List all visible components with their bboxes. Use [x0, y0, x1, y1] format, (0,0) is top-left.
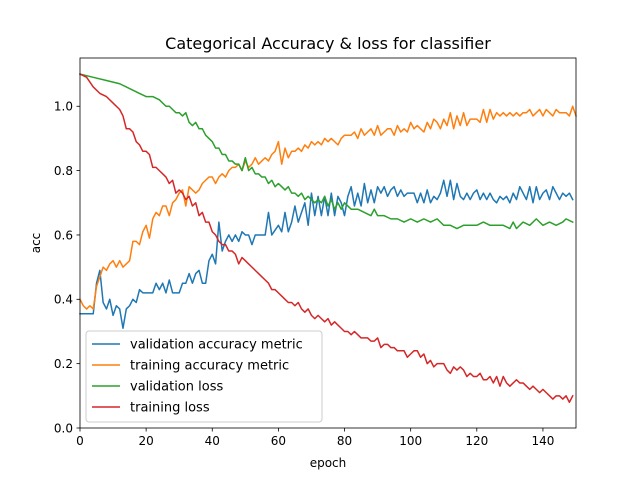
y-tick-label: 0.6 — [54, 228, 73, 242]
x-axis: 0 20 40 60 80 100 120 140 — [76, 428, 554, 448]
x-tick-label: 100 — [399, 434, 422, 448]
legend-label-1: validation accuracy metric — [130, 338, 303, 353]
x-tick-label: 80 — [337, 434, 352, 448]
y-axis-label: acc — [29, 233, 43, 254]
legend: validation accuracy metric training accur… — [85, 330, 323, 423]
legend-label-2: training accuracy metric — [130, 359, 289, 374]
plot-frame — [79, 57, 577, 429]
legend-label-4: training loss — [130, 401, 210, 416]
x-tick-label: 20 — [138, 434, 153, 448]
series-line-3 — [79, 73, 574, 230]
legend-label-3: validation loss — [130, 380, 223, 395]
x-tick-label: 60 — [271, 434, 286, 448]
y-tick-label: 0.4 — [54, 293, 73, 307]
y-tick-label: 0.2 — [54, 357, 73, 371]
y-tick-label: 1.0 — [54, 100, 73, 114]
y-tick-label: 0.8 — [54, 164, 73, 178]
y-tick-label: 0.0 — [54, 421, 73, 435]
x-axis-label: epoch — [310, 456, 347, 470]
chart-title: Categorical Accuracy & loss for classifi… — [165, 34, 491, 53]
x-tick-label: 40 — [205, 434, 220, 448]
y-axis: 0.0 0.2 0.4 0.6 0.8 1.0 — [54, 100, 80, 435]
x-tick-label: 0 — [76, 434, 84, 448]
series-line-4 — [78, 73, 574, 404]
series-layer — [78, 73, 577, 404]
legend-box — [85, 330, 323, 423]
x-tick-label: 140 — [531, 434, 554, 448]
series-line-2 — [78, 105, 577, 310]
x-tick-label: 120 — [465, 434, 488, 448]
